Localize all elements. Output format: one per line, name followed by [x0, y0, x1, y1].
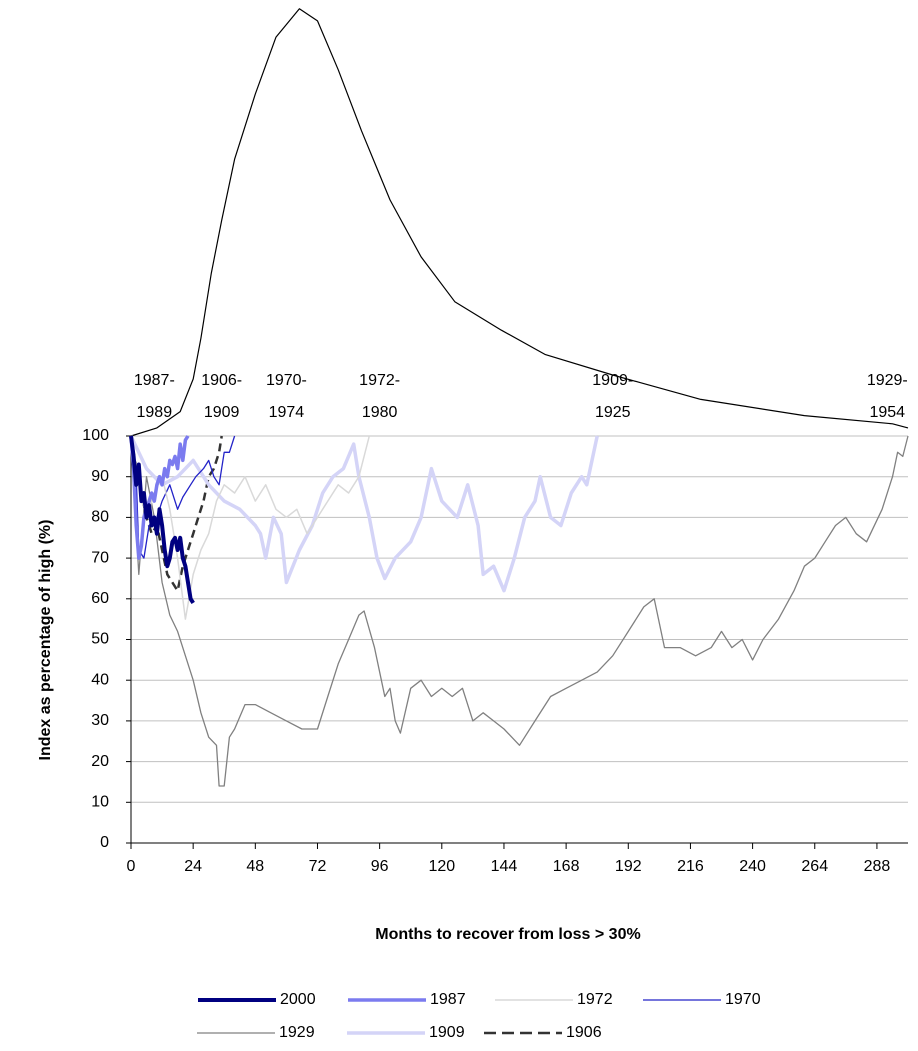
y-tick-label: 80	[91, 509, 109, 526]
y-tick-label: 20	[91, 753, 109, 770]
series-line	[129, 435, 599, 593]
x-tick-label: 24	[184, 858, 202, 875]
legend-label: 1929	[279, 1024, 315, 1041]
period-label: 1980	[362, 404, 398, 421]
legend-label: 2000	[280, 991, 316, 1008]
x-tick-label: 192	[615, 858, 642, 875]
x-tick-label: 168	[553, 858, 580, 875]
y-tick-label: 90	[91, 468, 109, 485]
x-tick-label: 264	[801, 858, 828, 875]
x-tick-label: 0	[127, 858, 136, 875]
legend-label: 1970	[725, 991, 761, 1008]
series-line	[130, 8, 909, 437]
y-tick-label: 70	[91, 549, 109, 566]
y-tick-label: 30	[91, 712, 109, 729]
period-label: 1909	[204, 404, 240, 421]
period-label: 1987-	[134, 372, 175, 389]
x-tick-label: 72	[309, 858, 327, 875]
period-label: 1929-	[867, 372, 908, 389]
series-line	[130, 435, 236, 559]
y-axis-title: Index as percentage of high (%)	[37, 520, 54, 761]
y-tick-label: 100	[82, 427, 109, 444]
series-line	[130, 435, 909, 787]
y-tick-label: 60	[91, 590, 109, 607]
x-tick-label: 216	[677, 858, 704, 875]
legend-label: 1909	[429, 1024, 465, 1041]
legend-label: 1906	[566, 1024, 602, 1041]
y-tick-label: 40	[91, 671, 109, 688]
series-line	[129, 435, 195, 604]
period-label: 1974	[269, 404, 305, 421]
x-tick-label: 96	[371, 858, 389, 875]
period-label: 1906-	[201, 372, 242, 389]
series-line	[129, 435, 190, 560]
y-tick-label: 10	[91, 794, 109, 811]
period-label: 1954	[869, 404, 905, 421]
y-tick-label: 50	[91, 631, 109, 648]
legend-label: 1987	[430, 991, 466, 1008]
x-tick-label: 240	[739, 858, 766, 875]
x-axis-title: Months to recover from loss > 30%	[375, 926, 640, 943]
period-label: 1925	[595, 404, 631, 421]
period-label: 1989	[137, 404, 173, 421]
x-tick-label: 48	[246, 858, 264, 875]
y-tick-label: 0	[100, 834, 109, 851]
period-label: 1970-	[266, 372, 307, 389]
period-label: 1909-	[592, 372, 633, 389]
x-tick-label: 120	[428, 858, 455, 875]
x-tick-label: 144	[491, 858, 518, 875]
period-label: 1972-	[359, 372, 400, 389]
x-tick-label: 288	[864, 858, 891, 875]
series-line	[130, 435, 371, 620]
legend-label: 1972	[577, 991, 613, 1008]
